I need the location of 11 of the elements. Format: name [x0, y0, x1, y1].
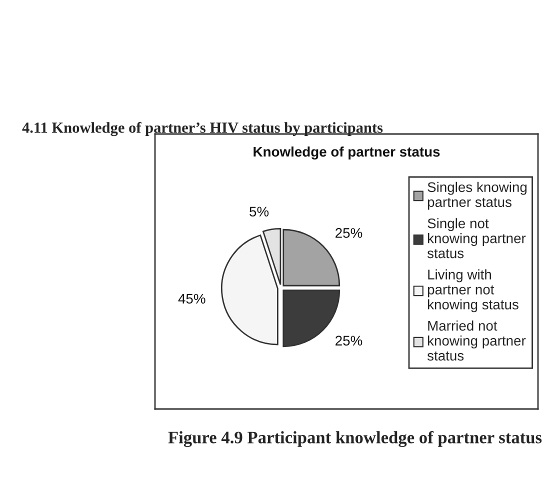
legend-label: Singles knowing partner status	[428, 182, 527, 210]
data-label: 5%	[250, 206, 269, 217]
legend-label: Married not knowing partner status	[427, 320, 526, 361]
data-label: 45%	[178, 294, 206, 304]
caption: Figure 4.9 Participant knowledge of partner status	[168, 430, 542, 448]
data-label: 25%	[336, 336, 362, 346]
chart-title: Knowledge of partner status	[254, 146, 440, 160]
legend-label: Single not knowing partner status	[427, 218, 526, 258]
text: 4.11 Knowledge of partner’s HIV status by participants	[22, 122, 383, 136]
legend-label: Living with partner not knowing status	[428, 269, 518, 312]
data-label: 25%	[336, 228, 362, 238]
